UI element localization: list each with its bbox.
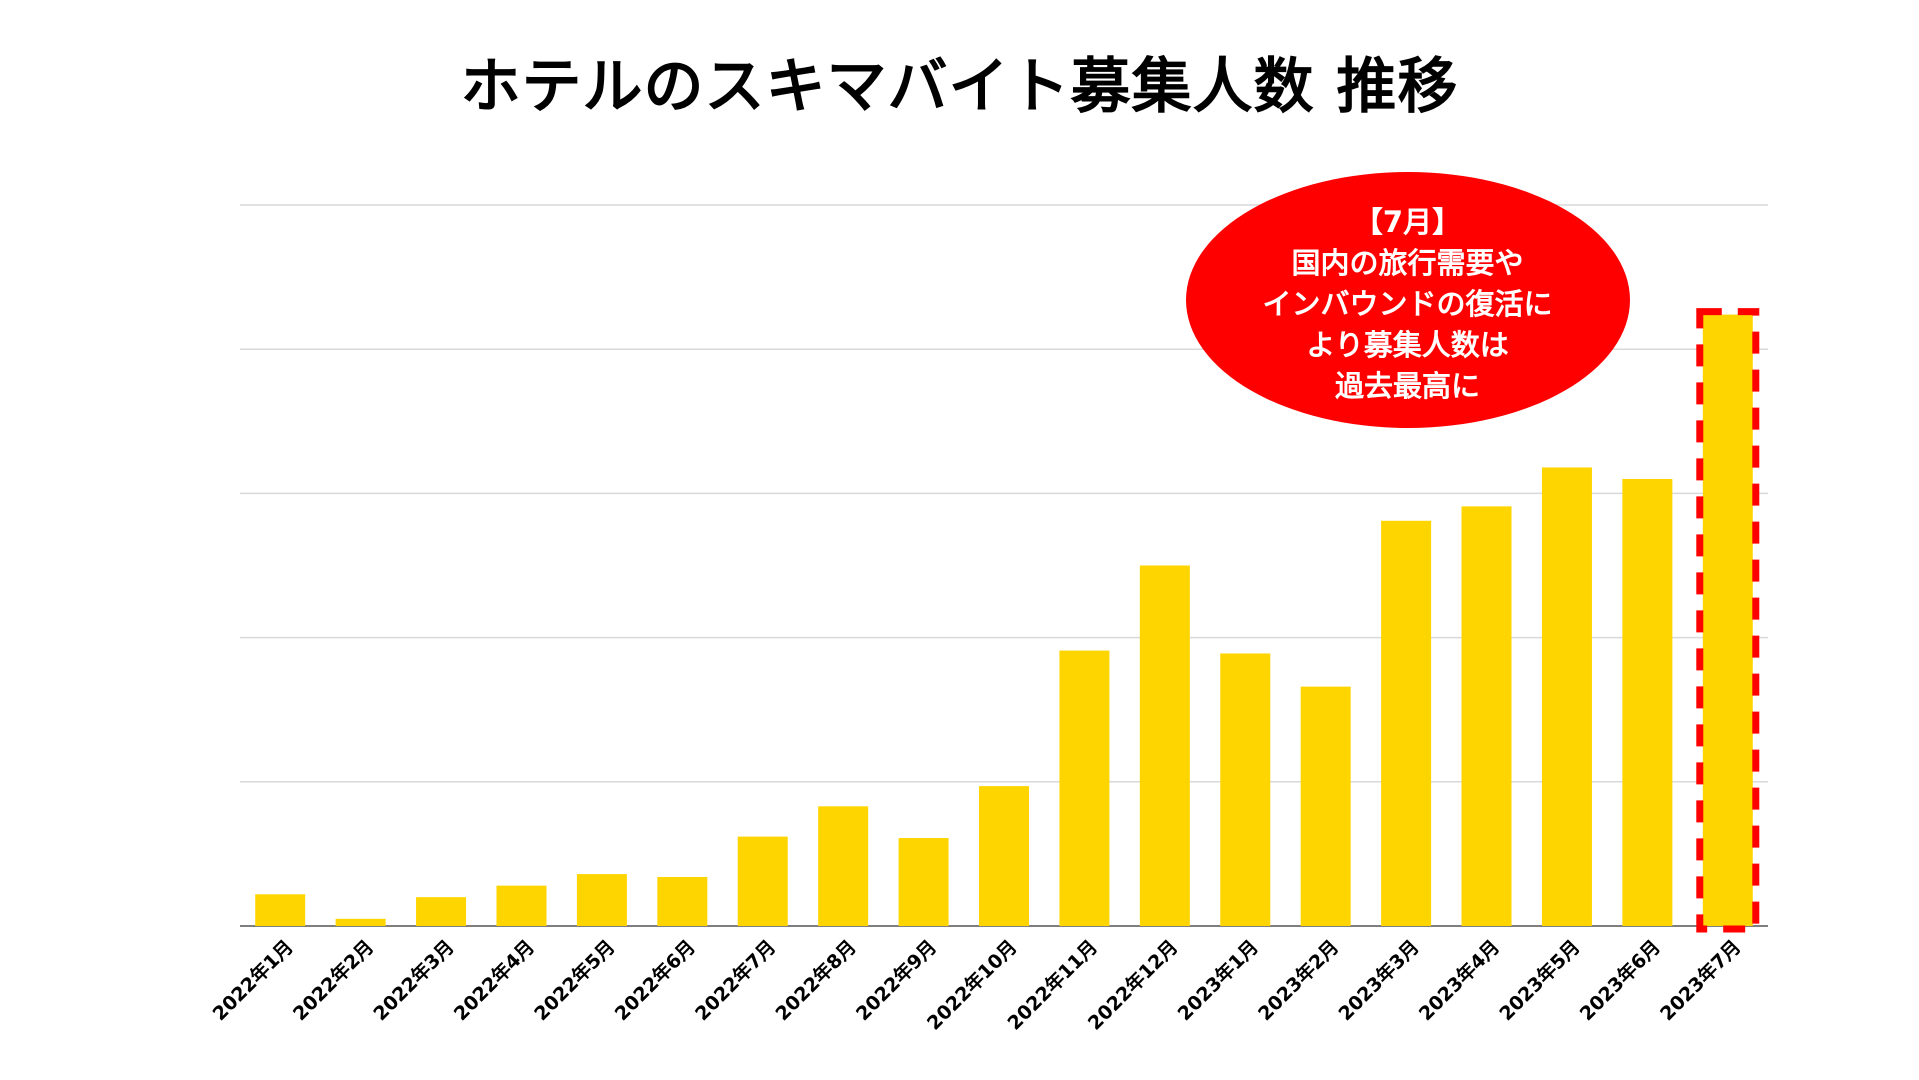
- x-tick-label: 2022年9月: [851, 935, 941, 1025]
- x-tick-label: 2022年2月: [288, 935, 378, 1025]
- bar: [1300, 686, 1351, 926]
- bar: [657, 876, 708, 926]
- x-tick-label: 2022年4月: [449, 935, 539, 1025]
- bar: [1381, 520, 1432, 926]
- bars: [255, 314, 1753, 926]
- callout-line: 国内の旅行需要や: [1291, 246, 1524, 280]
- bar: [416, 897, 467, 926]
- x-tick-label: 2023年3月: [1334, 935, 1424, 1025]
- bar: [979, 786, 1029, 926]
- chart-title: ホテルのスキマバイト募集人数 推移: [460, 52, 1459, 122]
- x-tick-label: 2023年2月: [1253, 935, 1343, 1025]
- x-tick-label: 2023年7月: [1655, 935, 1745, 1025]
- x-tick-label: 2023年4月: [1414, 935, 1504, 1025]
- bar: [737, 836, 788, 926]
- x-tick-label: 2023年1月: [1173, 935, 1263, 1025]
- x-tick-label: 2022年5月: [530, 935, 620, 1025]
- callout-bubble: [1186, 172, 1630, 428]
- callout-line: 過去最高に: [1334, 369, 1480, 403]
- x-tick-label: 2022年7月: [690, 935, 780, 1025]
- bar: [1059, 650, 1110, 926]
- highlight-box: [1696, 308, 1760, 933]
- callout-text: 【7月】 国内の旅行需要や インバウンドの復活に より募集人数は 過去最高に: [1185, 202, 1630, 407]
- bar: [255, 894, 306, 926]
- bar: [1461, 506, 1512, 926]
- bar: [818, 806, 869, 926]
- x-tick-label: 2023年5月: [1495, 935, 1585, 1025]
- x-tick-label: 2023年6月: [1575, 935, 1665, 1025]
- x-tick-label: 2022年8月: [771, 935, 861, 1025]
- callout-line: より募集人数は: [1306, 328, 1509, 362]
- bar: [898, 838, 949, 926]
- bar: [1702, 314, 1753, 926]
- x-tick-labels: 2022年1月2022年2月2022年3月2022年4月2022年5月2022年…: [208, 935, 1745, 1034]
- bar: [1220, 653, 1271, 926]
- bar: [576, 874, 627, 926]
- highlight-dashed-box: [1696, 308, 1760, 933]
- bar: [1622, 478, 1673, 926]
- callout-line: 【7月】: [1353, 205, 1462, 239]
- bar: [335, 918, 386, 926]
- bar: [1139, 565, 1190, 926]
- x-tick-label: 2022年6月: [610, 935, 700, 1025]
- bar: [1541, 467, 1592, 926]
- bar: [496, 885, 547, 926]
- x-tick-label: 2022年3月: [369, 935, 459, 1025]
- callout-line: インバウンドの復活に: [1262, 287, 1553, 321]
- x-tick-label: 2022年1月: [208, 935, 298, 1025]
